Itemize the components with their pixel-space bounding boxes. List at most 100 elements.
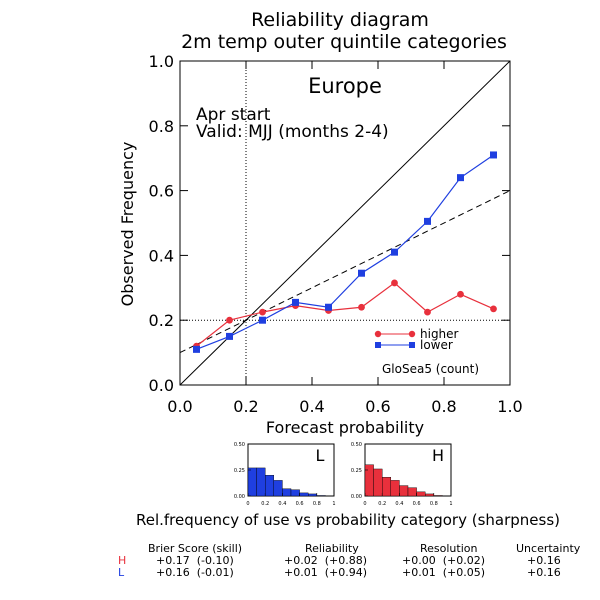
legend-higher-label: higher bbox=[420, 327, 459, 341]
series-lower-point bbox=[193, 345, 200, 353]
series-lower-point bbox=[358, 269, 365, 277]
y-tick-label: 0.4 bbox=[149, 246, 174, 265]
x-tick-label: 0.2 bbox=[233, 397, 258, 416]
no-skill-line bbox=[179, 190, 511, 354]
legend-lower-label: lower bbox=[420, 338, 453, 352]
hist-higher-bar bbox=[373, 468, 383, 497]
header-reliability: Reliability bbox=[305, 542, 359, 555]
hist-higher-bar bbox=[390, 480, 400, 497]
series-higher-point bbox=[259, 308, 266, 316]
hist-higher-x-tick-label: 0.8 bbox=[430, 501, 438, 507]
hist-higher-bar bbox=[364, 464, 374, 497]
perfect-reliability-line bbox=[179, 60, 511, 386]
sharpness-histogram-higher: H 0.00 0.25 0.50 0 0.2 0.4 0.6 0.8 1 bbox=[351, 442, 453, 507]
hist-lower-bar bbox=[308, 493, 318, 497]
hist-higher-y-tick-label: 0.25 bbox=[351, 468, 362, 474]
sharpness-title: Rel.frequency of use vs probability cate… bbox=[136, 511, 560, 529]
reliability-figure: Reliability diagram 2m temp outer quinti… bbox=[118, 9, 560, 529]
hist-higher-y-tick-label: 0.00 bbox=[351, 494, 362, 500]
hist-lower-y-tick-label: 0.00 bbox=[234, 494, 245, 500]
x-tick-label: 0.0 bbox=[167, 397, 192, 416]
hist-higher-x-tick-label: 0.6 bbox=[413, 501, 421, 507]
hist-lower-x-tick-label: 0.6 bbox=[296, 501, 304, 507]
hist-higher-y-tick-label: 0.50 bbox=[351, 442, 362, 448]
hist-higher-bar bbox=[425, 493, 435, 497]
series-lower-point bbox=[292, 298, 299, 306]
row-h-brier: +0.17 (-0.10) bbox=[156, 554, 234, 567]
row-l-brier: +0.16 (-0.01) bbox=[156, 566, 234, 579]
x-tick-label: 0.4 bbox=[299, 397, 324, 416]
hist-higher-bar bbox=[407, 487, 417, 497]
series-higher-point bbox=[358, 303, 365, 311]
header-uncertainty: Uncertainty bbox=[516, 542, 581, 555]
y-tick-label: 0.6 bbox=[149, 182, 174, 201]
hist-higher-bar bbox=[399, 485, 409, 497]
annotation-line-2: Valid: MJJ (months 2-4) bbox=[196, 122, 389, 142]
hist-lower-bar bbox=[273, 480, 283, 497]
hist-higher-x-tick-label: 0.2 bbox=[378, 501, 386, 507]
series-lower-point bbox=[391, 248, 398, 256]
header-resolution: Resolution bbox=[420, 542, 478, 555]
hist-lower-x-tick-label: 0 bbox=[246, 501, 249, 507]
hist-lower-x-tick-label: 0.8 bbox=[313, 501, 321, 507]
legend-higher-marker-left bbox=[374, 330, 382, 338]
series-higher-point bbox=[391, 279, 398, 287]
y-tick-label: 0.8 bbox=[149, 117, 174, 136]
row-l-uncertainty: +0.16 bbox=[527, 566, 561, 579]
x-axis-label: Forecast probability bbox=[266, 418, 424, 437]
x-tick-label: 1.0 bbox=[497, 397, 522, 416]
row-h-resolution: +0.00 (+0.02) bbox=[402, 554, 485, 567]
series-lower-point bbox=[259, 316, 266, 324]
main-plot: 0.0 0.2 0.4 0.6 0.8 1.0 0.0 0.2 0.4 0.6 0.8 1.0 Eu… bbox=[118, 52, 523, 437]
legend-higher-marker-right bbox=[408, 330, 416, 338]
hist-lower-panel-label: L bbox=[316, 446, 325, 465]
annotation-line-1: Apr start bbox=[196, 105, 271, 125]
hist-higher-bar bbox=[433, 495, 443, 497]
row-h-label: H bbox=[118, 554, 127, 567]
figure-title-line-2: 2m temp outer quintile categories bbox=[181, 31, 507, 53]
series-lower-point bbox=[325, 303, 332, 311]
hist-higher-x-tick-label: 0 bbox=[363, 501, 366, 507]
reference-lines bbox=[179, 60, 511, 386]
hist-lower-bar bbox=[282, 488, 292, 497]
y-tick-label: 1.0 bbox=[149, 52, 174, 71]
y-tick-label: 0.2 bbox=[149, 311, 174, 330]
hist-higher-panel-label: H bbox=[432, 446, 444, 465]
y-axis-label: Observed Frequency bbox=[118, 142, 137, 307]
x-tick-label: 0.6 bbox=[365, 397, 390, 416]
series-layer bbox=[193, 151, 497, 353]
hist-lower-bar bbox=[247, 467, 257, 497]
series-higher-line bbox=[196, 282, 494, 347]
plot-frame bbox=[179, 60, 511, 386]
series-lower-point bbox=[457, 174, 464, 182]
hist-lower-x-tick-label: 0.2 bbox=[261, 501, 269, 507]
x-axis-ticks: 0.0 0.2 0.4 0.6 0.8 1.0 bbox=[167, 61, 523, 416]
legend: higher lower GloSea5 (count) bbox=[374, 327, 479, 376]
figure-title-line-1: Reliability diagram bbox=[251, 9, 429, 31]
row-l-reliability: +0.01 (+0.94) bbox=[284, 566, 367, 579]
hist-lower-bar bbox=[290, 489, 300, 497]
hist-higher-bar bbox=[416, 491, 426, 497]
legend-lower-marker-left bbox=[375, 342, 381, 348]
y-tick-label: 0.0 bbox=[149, 376, 174, 395]
row-h-uncertainty: +0.16 bbox=[527, 554, 561, 567]
series-higher-point bbox=[490, 305, 497, 313]
row-h-reliability: +0.02 (+0.88) bbox=[284, 554, 367, 567]
hist-lower-bar bbox=[265, 475, 275, 497]
hist-lower-x-tick-label: 0.4 bbox=[278, 501, 286, 507]
series-higher-point bbox=[457, 290, 464, 298]
header-brier: Brier Score (skill) bbox=[148, 542, 243, 555]
series-lower-line bbox=[196, 154, 494, 350]
model-label: GloSea5 (count) bbox=[382, 362, 479, 376]
hist-lower-y-tick-label: 0.50 bbox=[234, 442, 245, 448]
sharpness-histogram-lower: L 0.00 0.25 0.50 0 0.2 0.4 0.6 0.8 1 bbox=[234, 442, 336, 507]
hist-lower-y-tick-label: 0.25 bbox=[234, 468, 245, 474]
hist-lower-bar bbox=[299, 492, 309, 497]
series-higher-point bbox=[424, 308, 431, 316]
region-label: Europe bbox=[308, 74, 382, 98]
series-higher-point bbox=[226, 316, 233, 324]
row-l-label: L bbox=[118, 566, 125, 579]
hist-higher-bar bbox=[382, 477, 392, 497]
hist-higher-x-tick-label: 0.4 bbox=[395, 501, 403, 507]
legend-lower-marker-right bbox=[409, 342, 415, 348]
